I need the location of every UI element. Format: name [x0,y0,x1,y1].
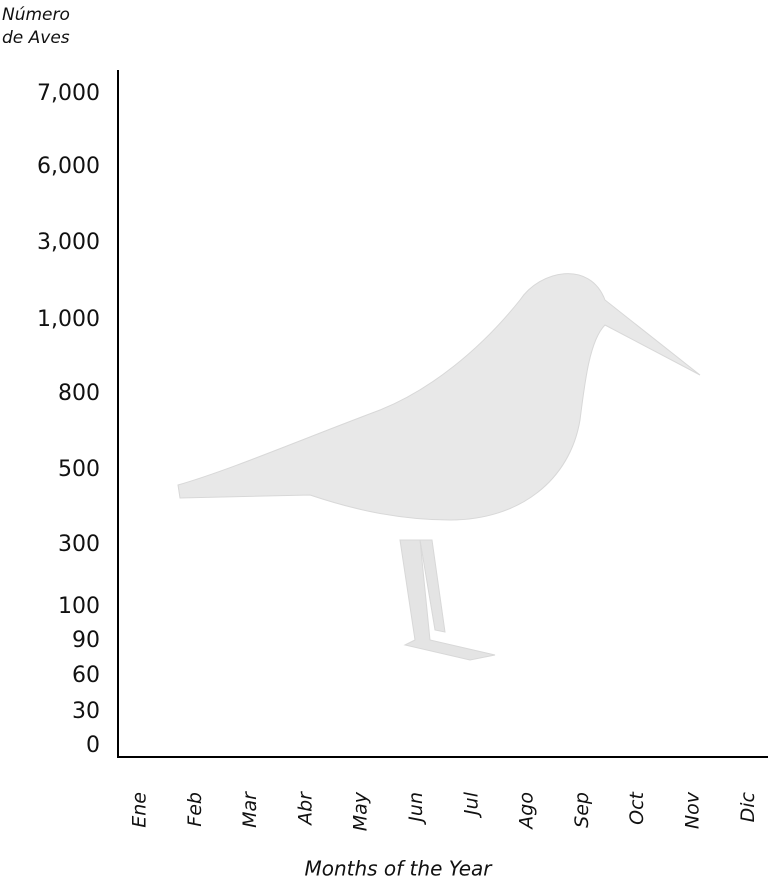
y-tick-label: 6,000 [37,154,100,179]
y-tick-label: 100 [58,594,100,619]
y-tick-label: 7,000 [37,81,100,106]
x-axis-label: Months of the Year [304,857,493,881]
x-tick-label: Feb [184,792,206,827]
x-tick-label: Dic [737,791,759,822]
y-tick-label: 0 [86,733,100,758]
x-tick-label: Nov [682,791,704,829]
y-tick-label: 500 [58,457,100,482]
y-tick-label: 3,000 [37,230,100,255]
y-tick-label: 300 [58,532,100,557]
x-tick-label: Ago [516,792,538,831]
y-tick-label: 90 [72,628,100,653]
y-tick-label: 800 [58,381,100,406]
x-tick-label: Mar [239,791,261,828]
x-tick-label: Jul [460,791,482,819]
y-tick-label: 60 [72,663,100,688]
x-tick-label: Jun [405,792,427,826]
y-tick-label: 30 [72,699,100,724]
x-tick-label: Ene [129,792,151,828]
y-axis-label: Número de Aves [2,5,70,48]
x-tick-label: May [350,791,372,831]
y-tick-label: 1,000 [37,307,100,332]
x-tick-label: Oct [626,790,648,824]
bird-illustration [177,273,701,661]
x-tick-label: Abr [294,791,316,827]
x-tick-label: Sep [571,792,593,828]
